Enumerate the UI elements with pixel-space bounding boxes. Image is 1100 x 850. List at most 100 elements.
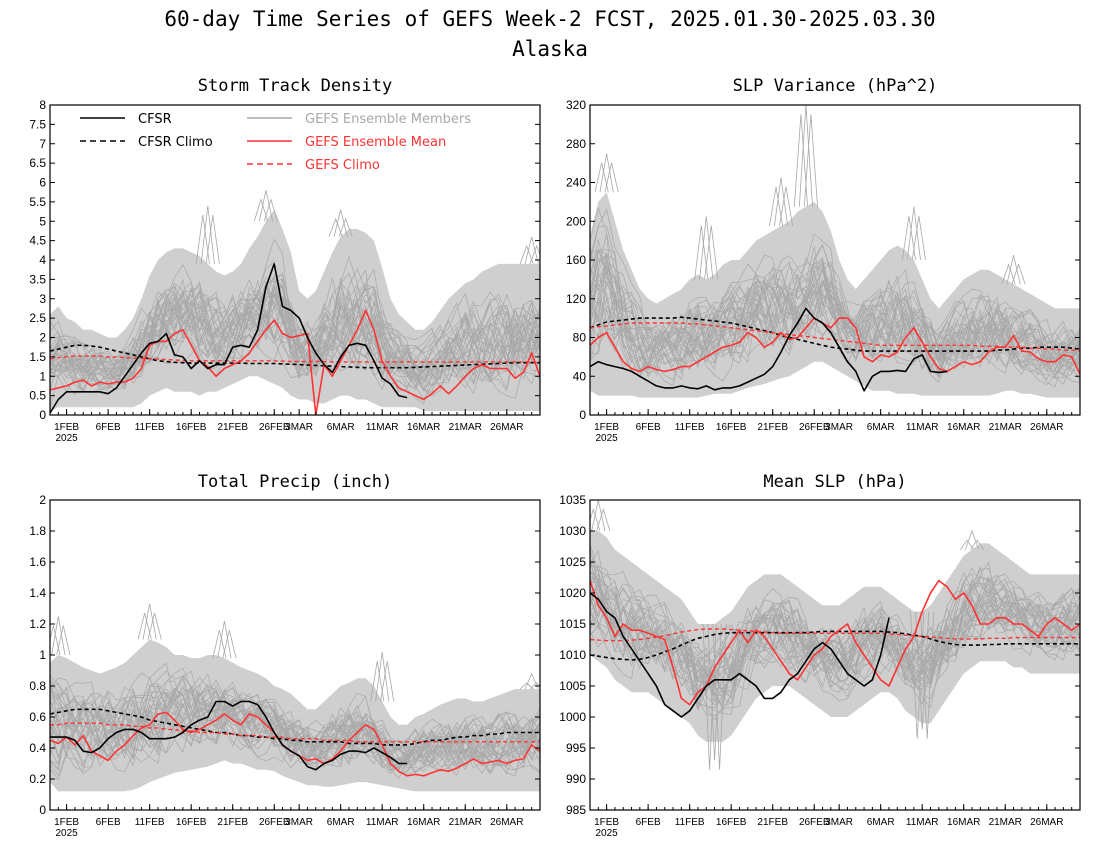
y-tick-label: 1010 [559, 648, 586, 662]
x-tick-label: 26MAR [1030, 422, 1063, 433]
panel-title: Storm Track Density [198, 76, 392, 96]
ensemble-member-spike [142, 603, 157, 640]
ensemble-member-spike [920, 611, 935, 739]
y-tick-label: 995 [566, 741, 586, 755]
y-tick-label: 1 [39, 369, 46, 383]
ensemble-member-spike [56, 625, 71, 656]
ensemble-member-spike [263, 198, 278, 222]
x-tick-label: 26FEB [799, 422, 830, 433]
ensemble-member-spike [906, 206, 921, 261]
x-tick-label: 16FEB [716, 422, 747, 433]
x-tick-label: 11MAR [906, 817, 939, 828]
gefs-ensemble-mean-line [590, 579, 1080, 706]
cfsr-line [590, 307, 948, 392]
y-tick-label: 40 [573, 369, 587, 383]
y-tick-label: 1005 [559, 679, 586, 693]
panel-title: Mean SLP (hPa) [763, 472, 906, 492]
x-tick-label: 6FEB [96, 817, 121, 828]
ensemble-member-spike [911, 215, 926, 261]
x-tick-label: 3MAR [825, 817, 853, 828]
y-axis: 0 40 80 120 160 200 240 280 320 [566, 98, 1080, 422]
x-tick-label: 3MAR [825, 422, 853, 433]
x-tick-label: 6MAR [867, 422, 895, 433]
plot-area [50, 190, 540, 415]
y-tick-label: 4 [39, 253, 46, 267]
y-tick-label: 1 [39, 648, 46, 662]
ensemble-member-spike [915, 611, 930, 730]
ensemble-member-spike [910, 611, 925, 739]
x-tick-label: 1FEB [54, 817, 79, 828]
y-tick-label: 1.2 [29, 617, 46, 631]
ensemble-member-spike [594, 162, 609, 193]
x-tick-label: 3MAR [285, 817, 313, 828]
legend-cfsr-label: CFSR [138, 112, 172, 127]
y-tick-label: 1.5 [29, 350, 46, 364]
y-tick-label: 160 [566, 253, 586, 267]
ensemble-member-spike [1011, 263, 1026, 285]
ensemble-member-spike [591, 500, 606, 532]
x-tick-label: 1FEB [54, 422, 79, 433]
x-tick-label: 3MAR [285, 422, 313, 433]
y-axis: 0 0.5 1 1.5 2 2.5 3 3.5 4 4.5 5 5.5 6 6.5 7 7.5 8 [29, 98, 540, 422]
x-tick-label: 16FEB [176, 422, 207, 433]
y-tick-label: 280 [566, 137, 586, 151]
plot-area [590, 105, 1080, 398]
x-tick-label: 21MAR [449, 817, 482, 828]
x-tick-label: 21MAR [989, 817, 1022, 828]
x-tick-label: 26MAR [1030, 817, 1063, 828]
legend-mean-label: GEFS Ensemble Mean [305, 135, 446, 150]
panel-mslp: Mean SLP (hPa) 985 990 995 1000 1005 1010 1015 1… [559, 472, 1081, 839]
y-tick-label: 1020 [559, 586, 586, 600]
y-tick-label: 3.5 [29, 272, 46, 286]
y-tick-label: 120 [566, 292, 586, 306]
ensemble-member-spike [205, 214, 220, 264]
x-tick-label: 21FEB [217, 817, 248, 828]
ensemble-member-spike [51, 616, 66, 656]
ensemble-member-spike [253, 198, 268, 222]
x-tick-label: 26FEB [259, 422, 290, 433]
y-tick-label: 320 [566, 98, 586, 112]
ensemble-member-spike [519, 244, 534, 265]
cfsr-line [50, 700, 408, 771]
y-tick-label: 0.8 [29, 679, 46, 693]
ensemble-member-spike [212, 630, 227, 659]
gefs-climo-line [50, 722, 540, 743]
ensemble-member-spike [524, 236, 539, 264]
y-tick-label: 990 [566, 772, 586, 786]
y-tick-label: 0.2 [29, 772, 46, 786]
ensemble-member-spike [798, 105, 813, 207]
x-tick-label: 11MAR [366, 817, 399, 828]
ensemble-member-spike [702, 623, 717, 770]
ensemble-member-spike [50, 625, 61, 656]
x-tick-label: 6FEB [636, 422, 661, 433]
y-tick-label: 2 [39, 493, 46, 507]
y-tick-label: 7 [39, 137, 46, 151]
x-tick-label: 16MAR [407, 422, 440, 433]
y-tick-label: 1.6 [29, 555, 46, 569]
ensemble-member-spike [590, 507, 601, 532]
ensemble-member-spike [970, 539, 984, 550]
x-tick-label: 6FEB [636, 817, 661, 828]
y-tick-label: 2.5 [29, 311, 46, 325]
ensemble-member-spike [803, 114, 818, 207]
ensemble-member-spike [333, 209, 348, 237]
x-tick-label: 11MAR [906, 422, 939, 433]
plot-area [590, 500, 1080, 770]
cfsr-climo-line [590, 630, 1080, 661]
y-tick-label: 8 [39, 98, 46, 112]
x-tick-label: 11FEB [675, 817, 705, 828]
y-tick-label: 1000 [559, 710, 586, 724]
y-tick-label: 3 [39, 292, 46, 306]
x-year-label: 2025 [55, 828, 78, 839]
gefs-climo-line [50, 355, 540, 363]
ensemble-member-spike [375, 651, 390, 702]
x-tick-label: 11FEB [135, 422, 165, 433]
x-tick-label: 26MAR [490, 422, 523, 433]
legend-members-label: GEFS Ensemble Members [305, 112, 471, 127]
ensemble-member-spike [793, 114, 808, 207]
ensemble-member-spike [694, 225, 709, 280]
